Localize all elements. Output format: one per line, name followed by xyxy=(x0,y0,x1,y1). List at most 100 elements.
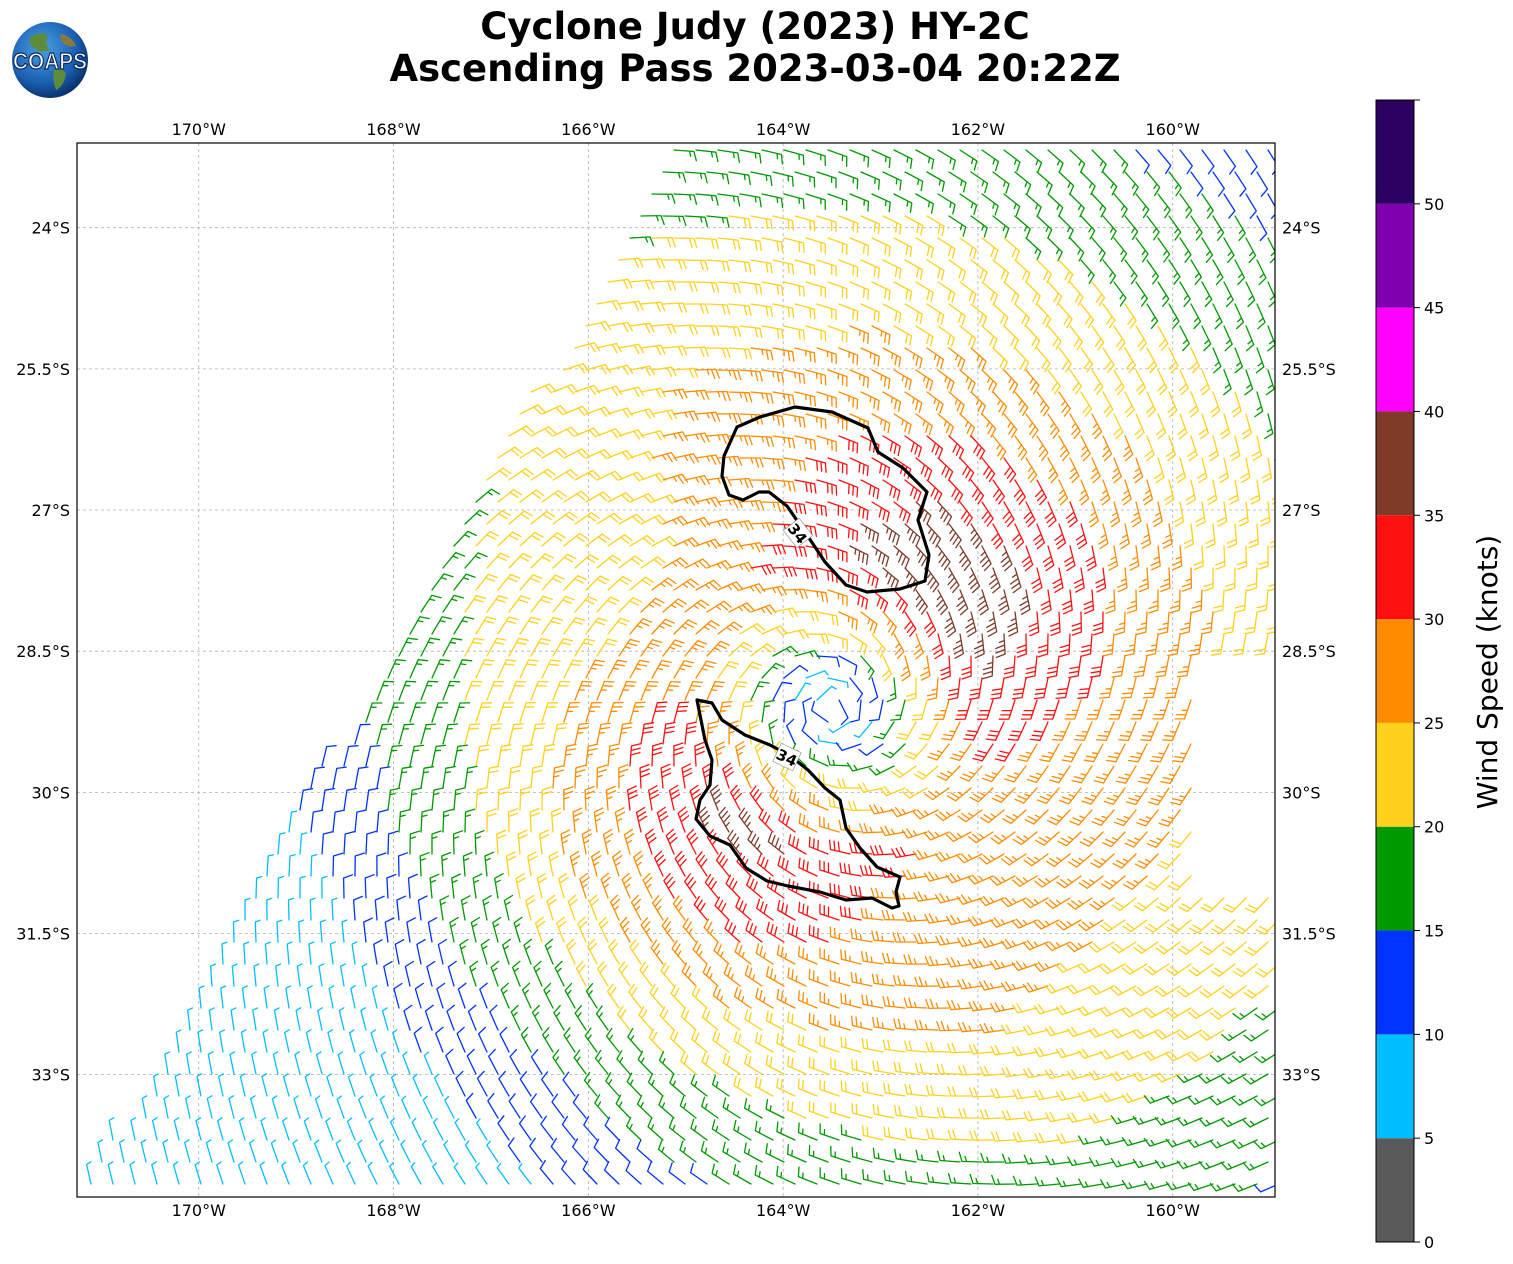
wind-barb xyxy=(677,806,690,833)
wind-barb xyxy=(794,259,816,276)
wind-barb xyxy=(618,764,629,789)
wind-barb xyxy=(955,699,972,721)
wind-barb xyxy=(327,1029,334,1053)
wind-barb xyxy=(1165,435,1177,462)
wind-barb xyxy=(662,388,688,399)
wind-barb xyxy=(1073,567,1085,593)
wind-barb xyxy=(871,369,891,390)
wind-barb xyxy=(552,595,576,613)
wind-barb xyxy=(386,873,397,899)
wind-barb xyxy=(838,567,859,586)
wind-barb xyxy=(594,1049,609,1075)
wind-barb xyxy=(1050,611,1061,637)
wind-barb xyxy=(561,1115,576,1141)
wind-barb xyxy=(1148,787,1170,806)
wind-barb xyxy=(1047,809,1071,826)
wind-barb xyxy=(574,554,599,569)
wind-barb xyxy=(849,237,870,256)
wind-barb xyxy=(944,611,957,638)
wind-barb xyxy=(1146,171,1161,197)
wind-barb xyxy=(1195,501,1206,527)
wind-barb xyxy=(786,718,796,745)
wind-barb xyxy=(776,988,796,1009)
contour-34kt-north xyxy=(720,405,931,594)
wind-barb xyxy=(563,701,580,723)
wind-barb xyxy=(261,1073,268,1097)
wind-barb xyxy=(927,743,950,761)
wind-barb xyxy=(230,1007,237,1031)
wind-barb xyxy=(615,1094,631,1119)
wind-barb xyxy=(1100,919,1126,932)
wind-barb xyxy=(750,522,776,533)
wind-barb xyxy=(970,523,983,549)
wind-barb xyxy=(915,237,934,259)
wind-barb xyxy=(1261,457,1273,483)
wind-barb xyxy=(1242,1073,1269,1085)
land-shape xyxy=(60,34,76,47)
wind-barb xyxy=(151,1117,158,1141)
wind-barb xyxy=(216,1161,224,1185)
wind-barb xyxy=(1157,611,1170,635)
wind-barb xyxy=(694,741,705,767)
wind-barb xyxy=(724,919,741,943)
wind-barb xyxy=(625,1116,642,1141)
wind-barb xyxy=(816,435,838,452)
wind-barb xyxy=(584,1027,598,1053)
wind-barb xyxy=(593,807,605,833)
wind-barb xyxy=(618,257,644,268)
wind-barb xyxy=(941,721,961,741)
wind-barb xyxy=(915,193,935,214)
wind-barb xyxy=(640,214,665,226)
wind-barb xyxy=(1045,1155,1071,1166)
wind-barb xyxy=(758,808,774,833)
wind-barb xyxy=(1091,325,1105,351)
wind-barb xyxy=(1025,193,1042,217)
wind-barb xyxy=(728,641,753,657)
wind-barb xyxy=(519,616,541,635)
wind-barb xyxy=(904,479,922,502)
wind-barb xyxy=(651,659,672,679)
wind-barb xyxy=(981,149,1000,172)
wind-barb xyxy=(1014,435,1028,461)
colorbar-label: Wind Speed (knots) xyxy=(1471,535,1504,809)
wind-barb xyxy=(1071,765,1093,784)
wind-barb xyxy=(1044,501,1057,528)
wind-barb xyxy=(517,829,528,855)
wind-barb xyxy=(1232,633,1247,656)
wind-barb xyxy=(935,935,961,946)
wind-barb xyxy=(850,971,873,987)
wind-barb xyxy=(798,901,818,921)
wind-barb xyxy=(548,851,559,877)
wind-barb xyxy=(990,831,1016,845)
wind-barb xyxy=(1025,369,1040,395)
wind-barb xyxy=(607,492,634,503)
wind-barb xyxy=(787,1099,807,1119)
wind-barb xyxy=(252,1007,259,1031)
wind-barb xyxy=(285,985,292,1009)
wind-barb xyxy=(1189,919,1214,934)
wind-barb xyxy=(1091,237,1106,262)
wind-barb xyxy=(1251,435,1262,462)
wind-barb xyxy=(453,744,468,767)
wind-barb xyxy=(981,281,999,305)
wind-barb xyxy=(1078,1178,1104,1188)
wind-barb xyxy=(840,1036,862,1053)
wind-barb xyxy=(744,1053,763,1075)
wind-barb xyxy=(315,1051,323,1075)
wind-barb xyxy=(979,1023,1005,1034)
wind-barb xyxy=(684,303,709,314)
wind-barb xyxy=(808,836,829,855)
lat-label: 33°S xyxy=(1282,1066,1321,1085)
wind-barb xyxy=(662,639,685,657)
wind-barb xyxy=(402,1051,411,1075)
wind-barb xyxy=(519,404,546,415)
wind-barb xyxy=(206,1095,213,1119)
wind-barb xyxy=(838,215,859,234)
wind-barb xyxy=(626,785,638,811)
wind-barb xyxy=(574,512,600,525)
wind-barb xyxy=(783,457,806,472)
wind-barb xyxy=(1093,611,1104,636)
wind-barb xyxy=(596,596,620,613)
wind-barb xyxy=(1077,1135,1104,1145)
wind-barb xyxy=(882,567,899,591)
